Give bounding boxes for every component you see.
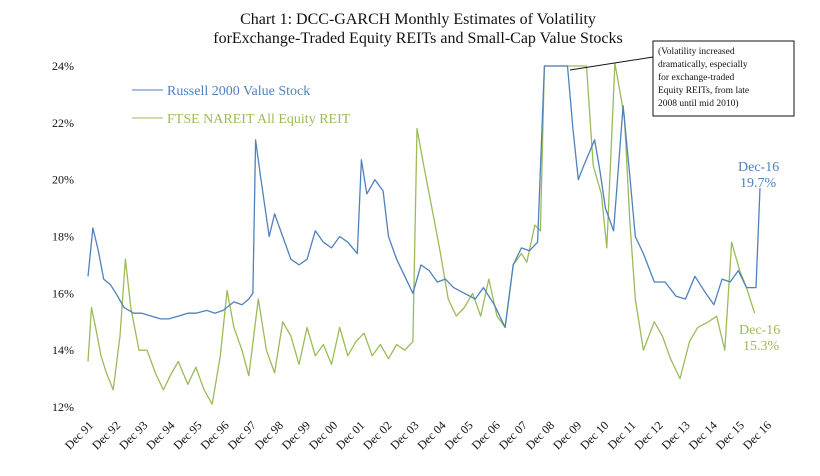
chart-title-line-2: forExchange-Traded Equity REITs and Smal…	[213, 30, 622, 47]
ftse-end-value: 15.3%	[743, 339, 780, 354]
y-tick-label: 24%	[52, 59, 74, 73]
russell-end-date: Dec-16	[738, 160, 779, 175]
x-tick-label: Dec 05	[442, 418, 476, 452]
x-tick-label: Dec 91	[62, 418, 96, 452]
y-tick-label: 18%	[52, 230, 74, 244]
x-tick-label: Dec 15	[713, 418, 747, 452]
y-tick-label: 20%	[52, 173, 74, 187]
x-tick-label: Dec 01	[333, 418, 367, 452]
x-tick-label: Dec 09	[550, 418, 584, 452]
x-tick-label: Dec 12	[631, 418, 665, 452]
annotation-note-line: (Volatility increased	[658, 46, 735, 57]
x-tick-label: Dec 00	[306, 418, 340, 452]
annotation-note: (Volatility increased dramatically, espe…	[569, 40, 795, 117]
series-layer	[87, 62, 761, 405]
x-tick-label: Dec 99	[279, 418, 313, 452]
x-tick-label: Dec 97	[225, 418, 259, 452]
russell-end-value: 19.7%	[740, 176, 777, 191]
russell-end-label: Dec-16 19.7%	[738, 160, 779, 191]
legend: Russell 2000 Value Stock FTSE NAREIT All…	[132, 84, 351, 127]
annotation-note-box	[652, 40, 795, 117]
x-tick-label: Dec 96	[198, 418, 232, 452]
x-tick-label: Dec 06	[469, 418, 503, 452]
annotation-note-line: for exchange-traded	[658, 72, 734, 83]
chart-title-line-1: Chart 1: DCC-GARCH Monthly Estimates of …	[240, 11, 596, 28]
y-tick-label: 14%	[52, 343, 74, 357]
x-tick-label: Dec 10	[577, 418, 611, 452]
x-tick-label: Dec 95	[170, 418, 204, 452]
annotation-note-line: 2008 until mid 2010)	[658, 98, 739, 109]
x-tick-label: Dec 92	[89, 418, 123, 452]
annotation-note-line: dramatically, especially	[658, 60, 748, 70]
x-tick-label: Dec 08	[523, 418, 557, 452]
series-line-ftse	[87, 62, 756, 405]
annotation-note-line: Equity REITs, from late	[658, 85, 749, 96]
series-line-russell	[87, 65, 761, 329]
x-tick-label: Dec 02	[360, 418, 394, 452]
x-tick-label: Dec 13	[659, 418, 693, 452]
x-tick-label: Dec 94	[143, 418, 177, 452]
x-tick-label: Dec 16	[740, 418, 774, 452]
legend-label-russell: Russell 2000 Value Stock	[167, 84, 310, 99]
x-tick-label: Dec 93	[116, 418, 150, 452]
x-tick-label: Dec 03	[387, 418, 421, 452]
y-tick-label: 16%	[52, 286, 74, 300]
legend-label-ftse: FTSE NAREIT All Equity REIT	[167, 112, 351, 127]
x-tick-label: Dec 11	[605, 418, 639, 452]
annotation-arrow	[569, 56, 654, 71]
x-tick-label: Dec 14	[686, 418, 720, 452]
x-tick-label: Dec 04	[415, 418, 449, 452]
x-tick-label: Dec 07	[496, 418, 530, 452]
y-axis: 12% 14% 16% 18% 20% 22% 24%	[52, 59, 74, 414]
ftse-end-date: Dec-16	[739, 323, 780, 338]
x-tick-label: Dec 98	[252, 418, 286, 452]
y-tick-label: 22%	[52, 116, 74, 130]
y-tick-label: 12%	[52, 400, 74, 414]
ftse-end-label: Dec-16 15.3%	[739, 323, 780, 354]
